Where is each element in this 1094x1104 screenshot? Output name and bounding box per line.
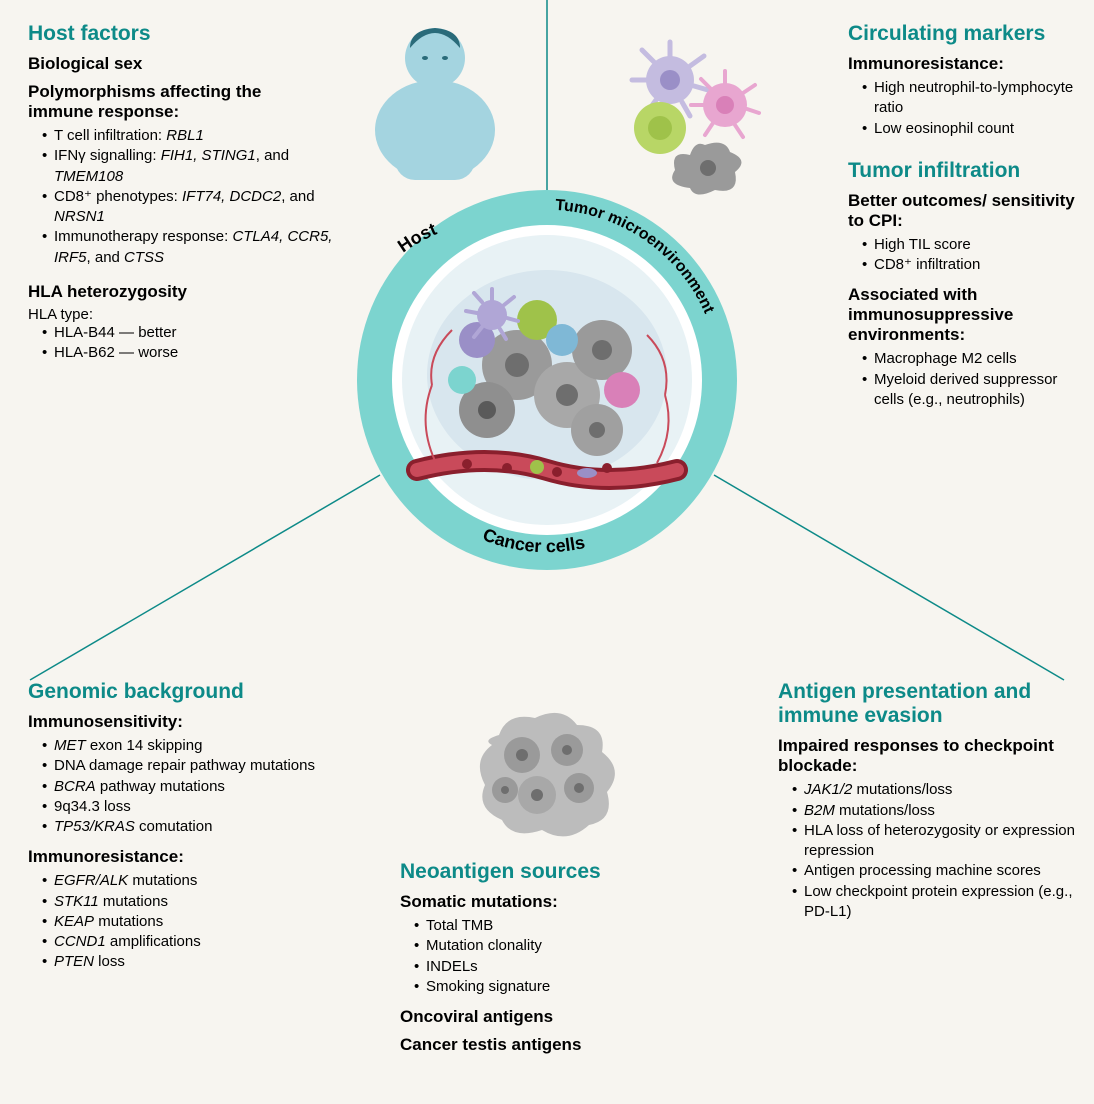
list-item: CD8⁺ phenotypes: IFT74, DCDC2, and NRSN1: [42, 187, 348, 228]
list-item: HLA-B44 — better: [42, 323, 348, 343]
list-item: TP53/KRAS comutation: [42, 817, 328, 837]
hla-heading: HLA heterozygosity: [28, 282, 348, 302]
genomic-section: Genomic background Immunosensitivity: ME…: [28, 680, 328, 973]
neoantigen-title: Neoantigen sources: [400, 860, 700, 884]
tumor-mass-icon: [480, 713, 615, 837]
tumor-infiltration-title: Tumor infiltration: [848, 159, 1078, 183]
genomic-list1: MET exon 14 skippingDNA damage repair pa…: [28, 736, 328, 837]
list-item: Immunotherapy response: CTLA4, CCR5, IRF…: [42, 227, 348, 268]
list-item: EGFR/ALK mutations: [42, 871, 328, 891]
list-item: Total TMB: [414, 916, 700, 936]
host-factors-section: Host factors Biological sex Polymorphism…: [28, 22, 348, 363]
human-figure-icon: [375, 28, 495, 180]
list-item: Mutation clonality: [414, 936, 700, 956]
biological-sex-heading: Biological sex: [28, 54, 348, 74]
list-item: High neutrophil-to-lymphocyte ratio: [862, 78, 1078, 119]
list-item: CCND1 amplifications: [42, 932, 328, 952]
list-item: Macrophage M2 cells: [862, 349, 1078, 369]
circulating-sub: Immunoresistance:: [848, 54, 1078, 74]
polymorphisms-list: T cell infiltration: RBL1IFNγ signalling…: [28, 126, 348, 268]
circulating-title: Circulating markers: [848, 22, 1078, 46]
hla-list: HLA-B44 — betterHLA-B62 — worse: [28, 323, 348, 364]
ti-sub2: Associated with immunosuppressive enviro…: [848, 285, 1078, 345]
list-item: Antigen processing machine scores: [792, 861, 1078, 881]
list-item: JAK1/2 mutations/loss: [792, 780, 1078, 800]
circulating-list: High neutrophil-to-lymphocyte ratioLow e…: [848, 78, 1078, 139]
genomic-title: Genomic background: [28, 680, 328, 704]
list-item: CD8⁺ infiltration: [862, 255, 1078, 275]
list-item: MET exon 14 skipping: [42, 736, 328, 756]
ti-sub1: Better outcomes/ sensitivity to CPI:: [848, 191, 1078, 231]
list-item: INDELs: [414, 957, 700, 977]
list-item: PTEN loss: [42, 952, 328, 972]
polymorphisms-heading: Polymorphisms affecting the immune respo…: [28, 82, 288, 122]
antigen-presentation-section: Antigen presentation and immune evasion …: [778, 680, 1078, 922]
list-item: Smoking signature: [414, 977, 700, 997]
antigen-sub: Impaired responses to checkpoint blockad…: [778, 736, 1078, 776]
neoantigen-section: Neoantigen sources Somatic mutations: To…: [400, 860, 700, 1059]
circulating-markers-section: Circulating markers Immunoresistance: Hi…: [848, 22, 1078, 410]
list-item: DNA damage repair pathway mutations: [42, 756, 328, 776]
neoantigen-sub: Somatic mutations:: [400, 892, 700, 912]
list-item: B2M mutations/loss: [792, 801, 1078, 821]
genomic-sub2: Immunoresistance:: [28, 847, 328, 867]
neoantigen-list: Total TMBMutation clonalityINDELsSmoking…: [400, 916, 700, 997]
immune-cells-icon: [632, 42, 759, 195]
list-item: BCRA pathway mutations: [42, 777, 328, 797]
hla-type-label: HLA type:: [28, 306, 348, 323]
ti-list2: Macrophage M2 cellsMyeloid derived suppr…: [848, 349, 1078, 410]
genomic-sub1: Immunosensitivity:: [28, 712, 328, 732]
antigen-title: Antigen presentation and immune evasion: [778, 680, 1078, 728]
list-item: HLA loss of heterozygosity or expression…: [792, 821, 1078, 862]
list-item: Low eosinophil count: [862, 119, 1078, 139]
list-item: KEAP mutations: [42, 912, 328, 932]
list-item: Low checkpoint protein expression (e.g.,…: [792, 882, 1078, 923]
cancer-testis-heading: Cancer testis antigens: [400, 1035, 700, 1055]
list-item: High TIL score: [862, 235, 1078, 255]
genomic-list2: EGFR/ALK mutationsSTK11 mutationsKEAP mu…: [28, 871, 328, 972]
antigen-list: JAK1/2 mutations/lossB2M mutations/lossH…: [778, 780, 1078, 922]
list-item: IFNγ signalling: FIH1, STING1, and TMEM1…: [42, 146, 348, 187]
list-item: Myeloid derived suppressor cells (e.g., …: [862, 370, 1078, 411]
list-item: T cell infiltration: RBL1: [42, 126, 348, 146]
list-item: 9q34.3 loss: [42, 797, 328, 817]
list-item: HLA-B62 — worse: [42, 343, 348, 363]
oncoviral-heading: Oncoviral antigens: [400, 1007, 700, 1027]
host-factors-title: Host factors: [28, 22, 348, 46]
list-item: STK11 mutations: [42, 892, 328, 912]
ti-list1: High TIL scoreCD8⁺ infiltration: [848, 235, 1078, 276]
